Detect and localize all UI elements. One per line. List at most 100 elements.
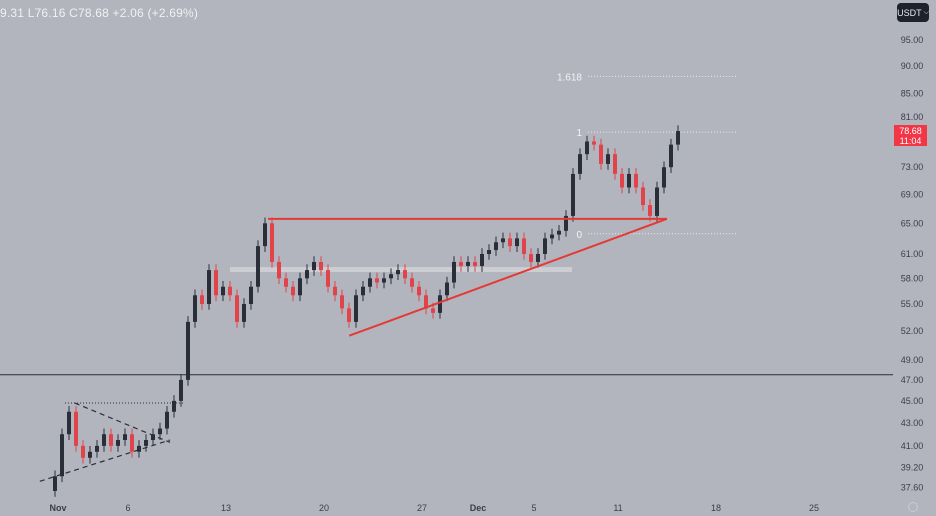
candle-down <box>424 295 428 309</box>
candle-down <box>270 223 274 262</box>
candle-up <box>445 282 449 296</box>
candle-up <box>487 250 491 254</box>
candle-down <box>592 141 596 145</box>
candle-down <box>200 295 204 304</box>
candle-up <box>305 270 309 279</box>
triangle-trendline <box>39 439 171 482</box>
candle-up <box>655 187 659 216</box>
candle-down <box>641 187 645 206</box>
candle-up <box>207 270 211 304</box>
candle-up <box>221 286 225 296</box>
candle-up <box>102 434 106 446</box>
candle-up <box>578 154 582 174</box>
candle-down <box>130 434 134 452</box>
candle-up <box>571 173 575 216</box>
candle-up <box>193 295 197 322</box>
candle-up <box>60 434 64 477</box>
candle-up <box>662 167 666 188</box>
y-tick-label: 65.00 <box>901 218 924 228</box>
candle-down <box>508 238 512 247</box>
candle-down <box>613 154 617 174</box>
x-tick-label: 18 <box>711 503 721 513</box>
candle-down <box>326 270 330 287</box>
candle-up <box>179 379 183 401</box>
last-price-badge: 78.68 11:04 <box>894 125 927 146</box>
candle-countdown: 11:04 <box>899 136 922 146</box>
candle-down <box>284 278 288 287</box>
candle-up <box>382 278 386 283</box>
candle-down <box>648 205 652 216</box>
y-tick-label: 85.00 <box>901 89 924 99</box>
y-tick-label: 41.00 <box>901 441 924 451</box>
candle-up <box>123 434 127 441</box>
currency-unit-button[interactable]: USDT ⌵ <box>897 3 929 22</box>
candle-down <box>333 286 337 296</box>
y-tick-label: 47.00 <box>901 375 924 385</box>
last-price: 78.68 <box>899 126 922 136</box>
candle-up <box>543 238 547 254</box>
currency-label: USDT <box>897 7 922 18</box>
candle-down <box>459 261 463 266</box>
candle-up <box>669 144 673 168</box>
candle-down <box>81 445 85 458</box>
candle-up <box>452 261 456 283</box>
y-tick-label: 81.00 <box>901 112 924 122</box>
candle-up <box>466 261 470 266</box>
candle-down <box>410 278 414 287</box>
candle-down <box>522 238 526 254</box>
fib-level-label: 1 <box>576 128 582 139</box>
x-tick-label: 11 <box>613 503 622 513</box>
candle-down <box>417 286 421 296</box>
candle-down <box>529 253 533 262</box>
candle-down <box>277 261 281 279</box>
candle-up <box>361 286 365 296</box>
candle-up <box>144 440 148 446</box>
y-tick-label: 61.00 <box>901 249 924 259</box>
y-tick-label: 52.00 <box>901 326 924 336</box>
candle-up <box>536 253 540 262</box>
x-tick-label: 5 <box>531 503 536 513</box>
candle-up <box>151 434 155 441</box>
candle-down <box>235 295 239 322</box>
x-tick-label: 20 <box>319 503 329 513</box>
fib-level-label: 0 <box>576 230 582 241</box>
triangle-trendline <box>74 402 171 443</box>
y-tick-label: 90.00 <box>901 61 924 71</box>
y-tick-label: 69.00 <box>901 189 924 199</box>
candle-down <box>347 308 351 322</box>
candle-down <box>431 308 435 313</box>
candle-down <box>403 270 407 279</box>
candle-up <box>480 253 484 266</box>
candle-down <box>74 411 78 446</box>
candle-up <box>256 246 260 287</box>
candle-up <box>585 141 589 155</box>
y-tick-label: 73.00 <box>901 162 924 172</box>
candle-up <box>396 270 400 275</box>
support-zone <box>230 267 572 273</box>
candle-up <box>550 234 554 239</box>
y-tick-label: 37.60 <box>901 483 924 493</box>
y-tick-label: 43.00 <box>901 418 924 428</box>
candle-up <box>564 215 568 231</box>
y-tick-label: 58.00 <box>901 273 924 283</box>
x-tick-label: 13 <box>221 503 231 513</box>
candle-up <box>501 238 505 243</box>
candle-up <box>249 286 253 304</box>
ohlc-readout: 9.31 L76.16 C78.68 +2.06 (+2.69%) <box>0 6 199 20</box>
candle-up <box>95 445 99 452</box>
x-tick-label: 27 <box>417 503 427 513</box>
candle-down <box>340 295 344 309</box>
candle-down <box>375 278 379 283</box>
candle-up <box>368 278 372 287</box>
settings-icon[interactable] <box>908 502 918 512</box>
candle-up <box>165 411 169 429</box>
candle-up <box>137 445 141 452</box>
y-tick-label: 39.20 <box>901 463 924 473</box>
candle-up <box>116 440 120 446</box>
candle-up <box>389 274 393 279</box>
y-tick-label: 49.00 <box>901 355 924 365</box>
candle-up <box>676 131 680 145</box>
candle-down <box>214 270 218 296</box>
candle-up <box>312 261 316 271</box>
